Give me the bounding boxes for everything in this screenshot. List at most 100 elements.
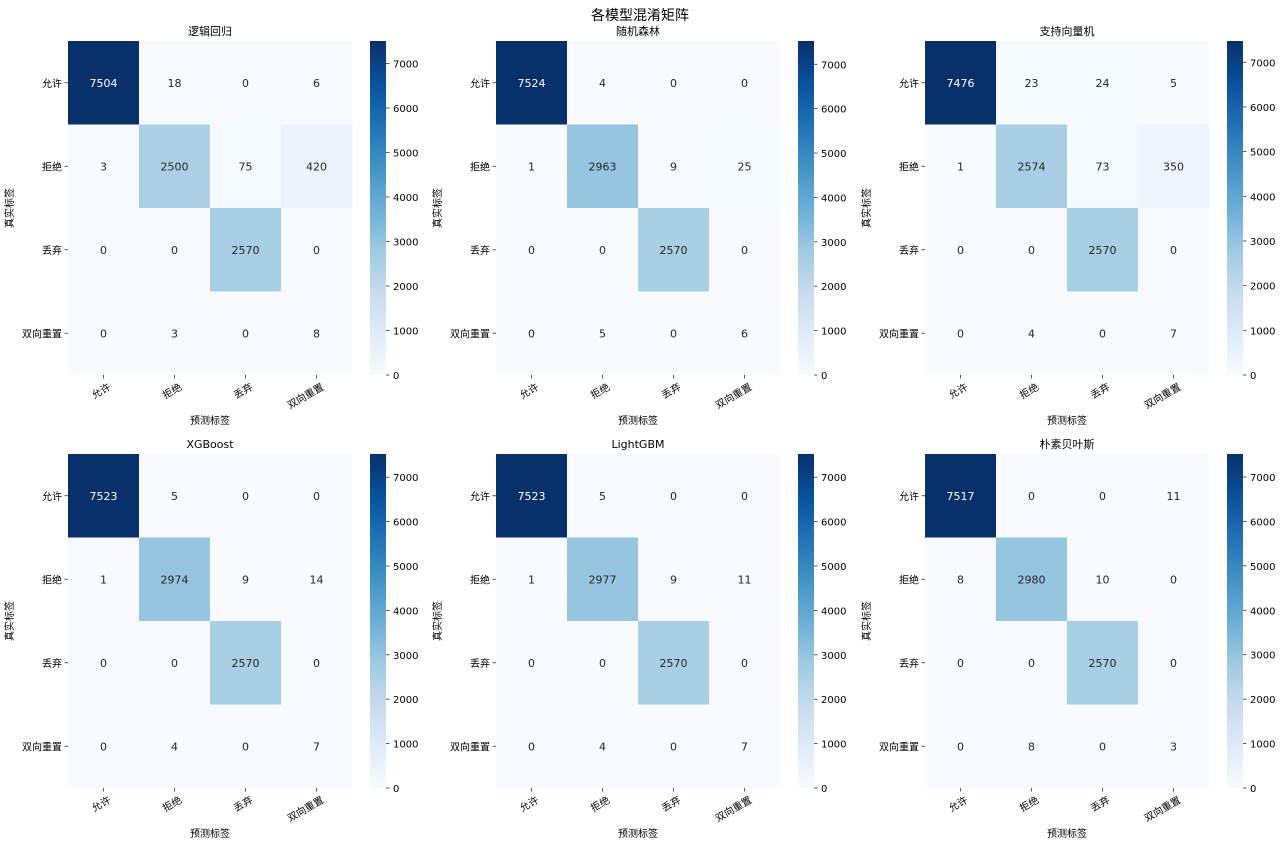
cell-value-label: 73: [1096, 160, 1110, 173]
colorbar-tick-label: 0: [821, 371, 827, 382]
cell-value-label: 2570: [232, 244, 260, 257]
y-tick-label: 丢弃: [899, 657, 919, 670]
colorbar-tick-label: 5000: [1250, 562, 1275, 573]
cell-value-label: 0: [313, 657, 320, 670]
cell-value-label: 420: [306, 160, 327, 173]
y-axis-label: 真实标签: [431, 188, 444, 228]
heatmap-cell: [496, 621, 568, 705]
colorbar: [798, 454, 814, 788]
heatmap-cell: [996, 537, 1068, 622]
cell-value-label: 7: [741, 740, 748, 753]
cell-value-label: 2980: [1018, 573, 1046, 586]
cell-value-label: 4: [171, 740, 178, 753]
colorbar-tick-label: 4000: [1250, 192, 1275, 203]
colorbar-tick-label: 0: [393, 784, 399, 795]
x-tick-label: 丢弃: [659, 793, 683, 814]
colorbar-tick-label: 1000: [1250, 326, 1275, 337]
colorbar-tick-label: 5000: [821, 149, 846, 160]
heatmap-cell: [1138, 537, 1210, 622]
heatmap-cell: [139, 41, 211, 125]
heatmap-cell: [210, 454, 282, 538]
heatmap-cell: [281, 454, 353, 538]
y-tick-label: 拒绝: [470, 573, 490, 586]
colorbar-tick-label: 7000: [821, 60, 846, 71]
cell-value-label: 0: [528, 740, 535, 753]
heatmap-cell: [496, 124, 568, 209]
colorbar-tick-label: 4000: [393, 193, 418, 204]
colorbar-tick-label: 1000: [821, 327, 846, 338]
cell-value-label: 3: [1170, 740, 1177, 753]
heatmap-cell: [139, 124, 211, 209]
heatmap-cell: [567, 208, 639, 292]
heatmap-cell: [638, 621, 710, 705]
cell-value-label: 350: [1163, 160, 1184, 173]
colorbar: [1227, 454, 1243, 788]
cell-value-label: 10: [1096, 573, 1110, 586]
cell-value-label: 1: [528, 160, 535, 173]
heatmap-cell: [68, 537, 140, 622]
heatmap-cell: [925, 704, 997, 789]
y-tick-label: 拒绝: [42, 160, 62, 173]
cell-value-label: 0: [957, 657, 964, 670]
y-tick-label: 允许: [899, 490, 919, 503]
x-tick-label: 双向重置: [285, 793, 326, 824]
cell-value-label: 1: [528, 573, 535, 586]
cell-value-label: 1: [957, 160, 964, 173]
colorbar-tick-label: 3000: [1250, 237, 1275, 248]
heatmap-cell: [925, 537, 997, 622]
y-tick-label: 拒绝: [899, 573, 919, 586]
cell-value-label: 0: [313, 244, 320, 257]
cell-value-label: 0: [957, 244, 964, 257]
colorbar-tick-label: 4000: [821, 606, 846, 617]
cell-value-label: 5: [171, 490, 178, 503]
y-tick-label: 丢弃: [470, 244, 490, 257]
heatmap-cell: [281, 124, 353, 209]
colorbar-tick-label: 4000: [821, 193, 846, 204]
cell-value-label: 2570: [1089, 657, 1117, 670]
heatmap-cell: [210, 621, 282, 705]
heatmap-cell: [281, 291, 353, 376]
heatmap-cell: [210, 124, 282, 209]
colorbar: [798, 41, 814, 375]
colorbar-tick-label: 3000: [393, 237, 418, 248]
y-axis-label: 真实标签: [860, 601, 873, 641]
heatmap-cell: [925, 208, 997, 292]
colorbar-tick-label: 3000: [821, 651, 846, 662]
y-tick-label: 双向重置: [879, 740, 919, 753]
x-axis-label: 预测标签: [190, 414, 230, 427]
cell-value-label: 0: [242, 490, 249, 503]
cell-value-label: 0: [741, 657, 748, 670]
cell-value-label: 0: [171, 657, 178, 670]
cell-value-label: 0: [957, 327, 964, 340]
x-axis-label: 预测标签: [1047, 414, 1087, 427]
cell-value-label: 0: [599, 657, 606, 670]
colorbar: [370, 41, 386, 375]
cell-value-label: 7476: [947, 77, 975, 90]
y-tick-label: 丢弃: [470, 657, 490, 670]
cell-value-label: 75: [239, 160, 253, 173]
colorbar-tick-label: 3000: [1250, 651, 1275, 662]
heatmap-cell: [68, 291, 140, 376]
y-tick-label: 双向重置: [22, 740, 62, 753]
heatmap-cell: [139, 537, 211, 622]
heatmap-cell: [281, 41, 353, 125]
heatmap-cell: [638, 208, 710, 292]
cell-value-label: 4: [1028, 327, 1035, 340]
heatmap-cell: [996, 208, 1068, 292]
heatmap-cell: [996, 291, 1068, 376]
colorbar-tick-label: 2000: [393, 695, 418, 706]
cell-value-label: 18: [168, 77, 182, 90]
colorbar-tick-label: 1000: [1250, 740, 1275, 751]
heatmap-cell: [210, 291, 282, 376]
heatmap-cell: [996, 41, 1068, 125]
cell-value-label: 3: [100, 160, 107, 173]
cell-value-label: 11: [1167, 490, 1181, 503]
cell-value-label: 6: [741, 327, 748, 340]
x-tick-label: 允许: [517, 793, 541, 814]
cell-value-label: 0: [1099, 327, 1106, 340]
cell-value-label: 2574: [1018, 160, 1046, 173]
heatmap-cell: [638, 454, 710, 538]
